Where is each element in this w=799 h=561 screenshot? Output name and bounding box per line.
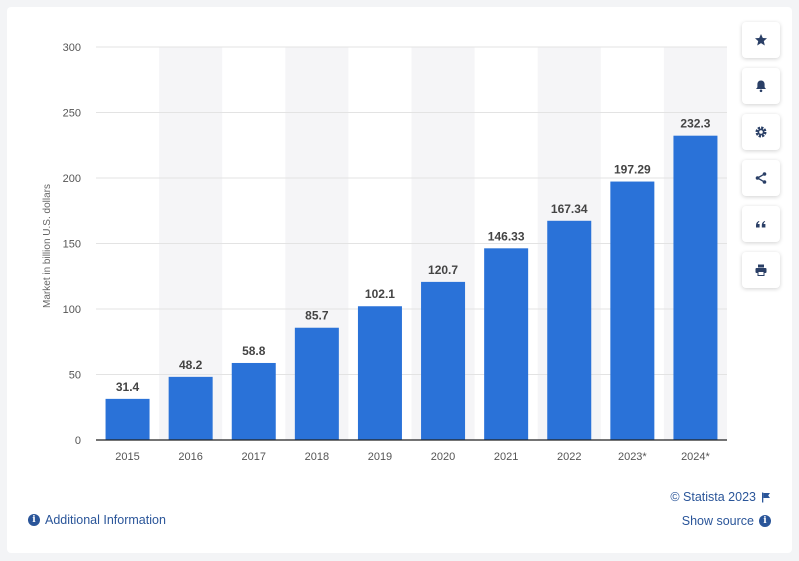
bar-2018[interactable] (294, 327, 339, 440)
x-tick-label: 2021 (494, 451, 518, 463)
print-icon (755, 264, 767, 276)
x-tick-label: 2019 (368, 451, 392, 463)
y-tick-label: 0 (75, 435, 81, 447)
bar-2017[interactable] (231, 362, 276, 440)
bar-2016[interactable] (168, 376, 213, 440)
bell-icon (756, 80, 766, 93)
flag-icon (762, 492, 770, 502)
favorite-button[interactable] (742, 22, 780, 58)
share-icon (755, 172, 767, 184)
x-tick-label: 2022 (557, 451, 581, 463)
x-tick-label: 2024* (681, 451, 710, 463)
x-tick-label: 2020 (431, 451, 455, 463)
copyright-label: © Statista 2023 (670, 490, 756, 504)
y-tick-label: 100 (63, 304, 81, 316)
additional-information-label: Additional Information (45, 513, 166, 527)
gear-icon (755, 126, 767, 138)
show-source-link[interactable]: Show source i (682, 514, 771, 528)
y-axis-title: Market in billion U.S. dollars (42, 184, 53, 308)
bar-2015[interactable] (105, 398, 150, 440)
data-label: 58.8 (242, 344, 266, 358)
show-source-label: Show source (681, 514, 754, 528)
cite-button[interactable] (742, 206, 780, 242)
data-label: 85.7 (305, 309, 329, 323)
bar-2023*[interactable] (610, 181, 655, 440)
share-button[interactable] (742, 160, 780, 196)
copyright-link[interactable]: © Statista 2023 (670, 490, 771, 504)
data-label: 48.2 (179, 358, 203, 372)
x-tick-label: 2015 (115, 451, 139, 463)
bar-2021[interactable] (484, 248, 529, 440)
quote-icon (756, 221, 766, 228)
star-icon (755, 34, 767, 46)
y-tick-label: 300 (63, 42, 81, 54)
data-label: 232.3 (680, 117, 710, 131)
info-icon: i (28, 514, 40, 526)
y-tick-label: 50 (69, 370, 81, 382)
data-label: 146.33 (488, 229, 525, 243)
notification-button[interactable] (742, 68, 780, 104)
data-label: 120.7 (428, 263, 458, 277)
y-tick-label: 200 (63, 173, 81, 185)
bar-2019[interactable] (357, 306, 402, 440)
bar-2022[interactable] (547, 220, 592, 440)
y-tick-label: 250 (63, 108, 81, 120)
x-tick-label: 2018 (305, 451, 329, 463)
settings-button[interactable] (742, 114, 780, 150)
bar-2024*[interactable] (673, 135, 718, 440)
info-icon: i (759, 515, 771, 527)
x-tick-label: 2023* (618, 451, 647, 463)
data-label: 197.29 (614, 163, 651, 177)
data-label: 167.34 (551, 202, 588, 216)
print-button[interactable] (742, 252, 780, 288)
x-tick-label: 2016 (178, 451, 202, 463)
x-tick-label: 2017 (242, 451, 266, 463)
data-label: 31.4 (116, 380, 140, 394)
y-tick-label: 150 (63, 239, 81, 251)
data-label: 102.1 (365, 287, 395, 301)
additional-information-link[interactable]: i Additional Information (28, 513, 166, 527)
chart-card (7, 7, 792, 553)
bar-2020[interactable] (421, 281, 466, 440)
